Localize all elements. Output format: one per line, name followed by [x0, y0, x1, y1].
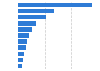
Bar [18, 21, 36, 26]
Bar [18, 52, 24, 56]
Bar [18, 39, 27, 44]
Bar [18, 58, 23, 62]
Bar [18, 45, 26, 50]
Bar [18, 3, 92, 7]
Bar [18, 15, 46, 19]
Bar [18, 33, 29, 38]
Bar [18, 27, 32, 32]
Bar [18, 64, 22, 68]
Bar [18, 9, 54, 13]
